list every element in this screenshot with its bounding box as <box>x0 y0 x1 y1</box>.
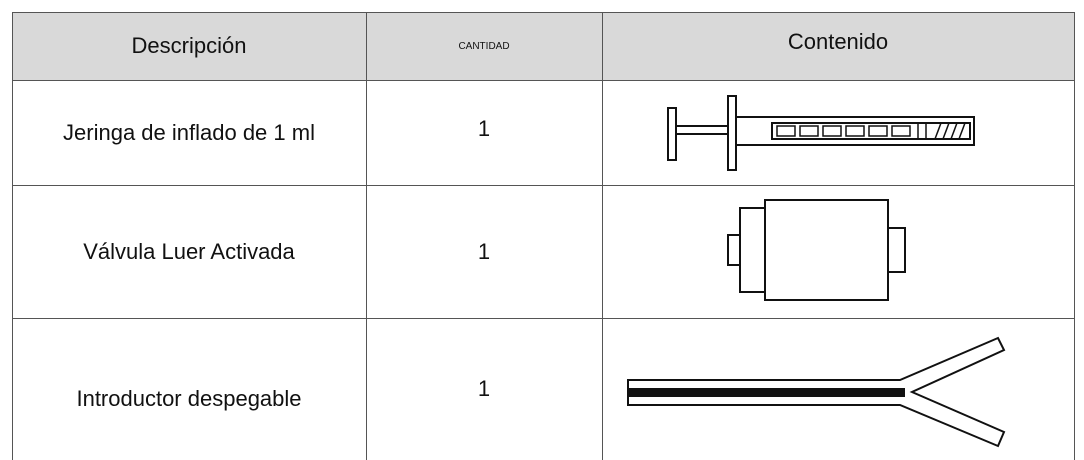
header-background <box>12 12 1074 80</box>
rule <box>602 12 603 460</box>
rule <box>12 318 1074 319</box>
header-cell: Descripción <box>131 33 247 58</box>
rule <box>12 12 13 460</box>
rule <box>366 12 367 460</box>
rule <box>12 12 1074 13</box>
header-cell: Contenido <box>787 29 889 54</box>
quantity: 1 <box>477 115 491 141</box>
introducer-icon <box>627 336 1006 448</box>
quantity: 1 <box>477 376 491 401</box>
description: Introductor despegable <box>76 386 302 411</box>
quantity: 1 <box>477 238 491 264</box>
valve-icon <box>727 199 906 301</box>
rule <box>12 185 1074 186</box>
rule <box>1074 12 1075 460</box>
description: Jeringa de inflado de 1 ml <box>63 119 315 145</box>
rule <box>12 80 1074 81</box>
description: Válvula Luer Activada <box>83 238 295 264</box>
header-cell: CANTIDAD <box>458 40 510 52</box>
syringe-icon <box>667 95 975 171</box>
